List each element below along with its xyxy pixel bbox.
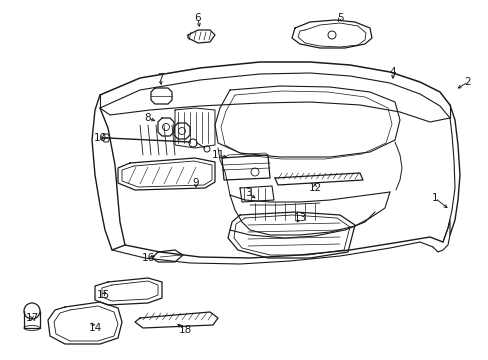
Text: 18: 18 <box>178 325 191 335</box>
Text: 1: 1 <box>431 193 437 203</box>
Text: 7: 7 <box>156 73 163 83</box>
Text: 8: 8 <box>144 113 151 123</box>
Text: 12: 12 <box>308 183 321 193</box>
Text: 6: 6 <box>194 13 201 23</box>
Text: 16: 16 <box>141 253 154 263</box>
Text: 11: 11 <box>211 150 224 160</box>
Text: 15: 15 <box>96 290 109 300</box>
Text: 10: 10 <box>93 133 106 143</box>
Text: 9: 9 <box>192 178 199 188</box>
Text: 4: 4 <box>389 67 395 77</box>
Text: 3: 3 <box>244 188 251 198</box>
Text: 13: 13 <box>293 213 306 223</box>
Text: 2: 2 <box>464 77 470 87</box>
Text: 5: 5 <box>336 13 343 23</box>
Text: 14: 14 <box>88 323 102 333</box>
Text: 17: 17 <box>25 313 39 323</box>
